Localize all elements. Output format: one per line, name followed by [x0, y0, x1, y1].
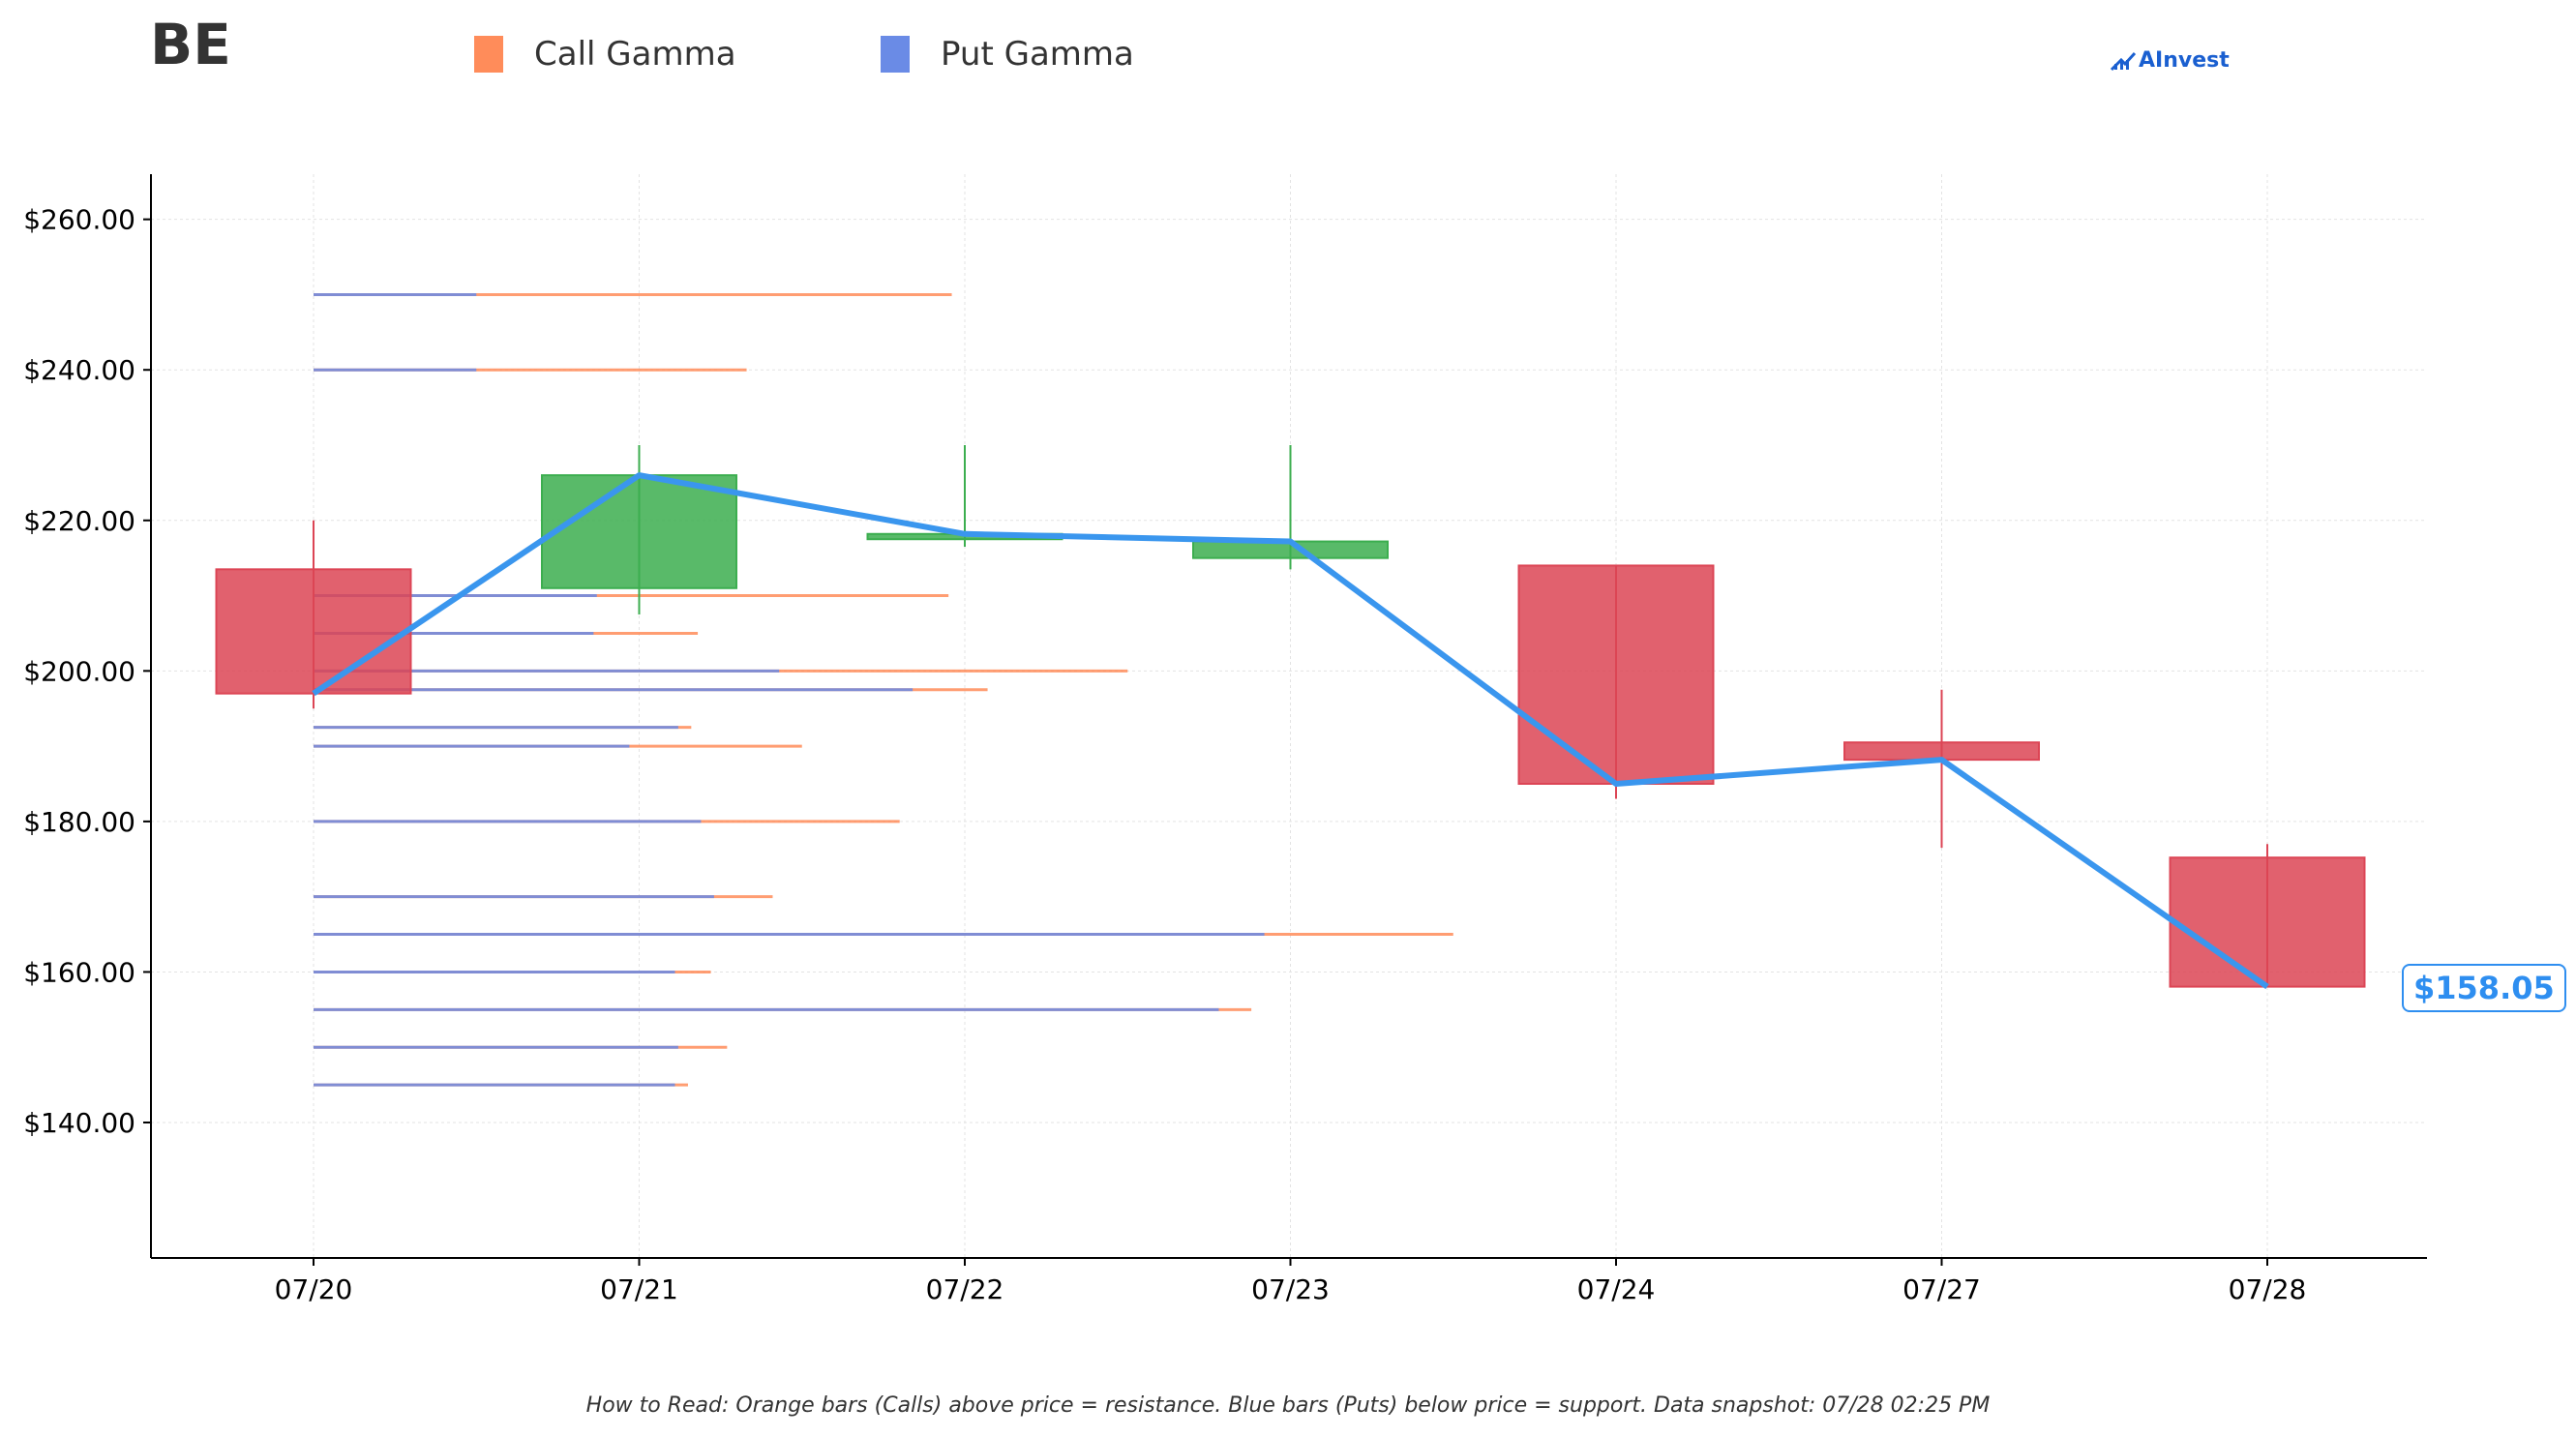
current-price-badge: $158.05 [2402, 964, 2566, 1012]
footer-note: How to Read: Orange bars (Calls) above p… [585, 1393, 1991, 1418]
y-tick-label: $200.00 [23, 655, 135, 687]
candle-body [1517, 564, 1715, 786]
x-tick-label: 07/24 [1577, 1273, 1656, 1305]
y-tick-label: $180.00 [23, 806, 135, 838]
price-line [312, 472, 2269, 990]
y-tick-label: $260.00 [23, 204, 135, 236]
candle-body [541, 474, 737, 589]
legend-item-put-gamma: Put Gamma [881, 35, 1134, 74]
y-tick-label: $220.00 [23, 505, 135, 537]
y-tick-label: $240.00 [23, 354, 135, 386]
call-gamma-label: Call Gamma [534, 35, 736, 74]
candle-body [215, 568, 412, 695]
brand-name: AInvest [2139, 48, 2230, 73]
y-tick-label: $140.00 [23, 1107, 135, 1139]
x-tick-label: 07/27 [1902, 1273, 1981, 1305]
put-gamma-swatch [881, 36, 910, 73]
x-tick-label: 07/20 [275, 1273, 353, 1305]
chart-logo-icon [2110, 51, 2137, 71]
legend-item-call-gamma: Call Gamma [474, 35, 736, 74]
ticker-symbol: BE [150, 12, 231, 77]
x-tick-label: 07/23 [1251, 1273, 1330, 1305]
y-tick-label: $160.00 [23, 956, 135, 988]
x-tick-label: 07/28 [2229, 1273, 2307, 1305]
call-gamma-swatch [474, 36, 503, 73]
x-tick-label: 07/22 [926, 1273, 1004, 1305]
put-gamma-label: Put Gamma [941, 35, 1134, 74]
candle-body [2169, 856, 2366, 988]
x-tick-label: 07/21 [600, 1273, 678, 1305]
brand-logo[interactable]: AInvest [2110, 48, 2230, 73]
